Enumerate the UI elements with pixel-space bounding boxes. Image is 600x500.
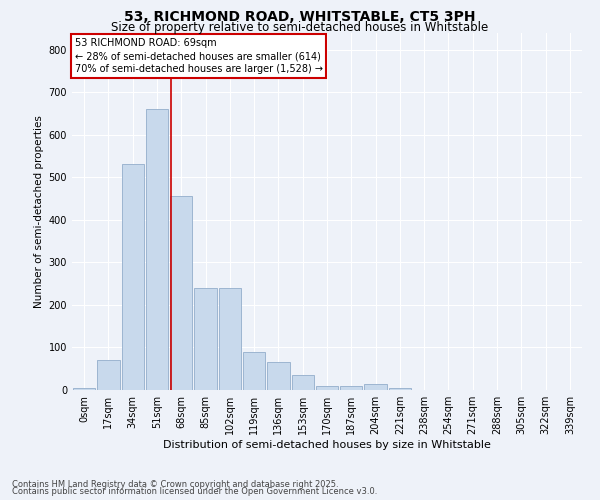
Bar xyxy=(316,386,338,390)
Bar xyxy=(389,388,411,390)
Text: Contains public sector information licensed under the Open Government Licence v3: Contains public sector information licen… xyxy=(12,487,377,496)
Bar xyxy=(73,388,95,390)
Y-axis label: Number of semi-detached properties: Number of semi-detached properties xyxy=(34,115,44,308)
Bar xyxy=(218,288,241,390)
Text: Contains HM Land Registry data © Crown copyright and database right 2025.: Contains HM Land Registry data © Crown c… xyxy=(12,480,338,489)
Text: Size of property relative to semi-detached houses in Whitstable: Size of property relative to semi-detach… xyxy=(112,21,488,34)
Bar xyxy=(292,375,314,390)
Bar xyxy=(340,386,362,390)
Bar xyxy=(194,288,217,390)
Bar xyxy=(170,196,193,390)
Bar xyxy=(267,362,290,390)
Text: 53, RICHMOND ROAD, WHITSTABLE, CT5 3PH: 53, RICHMOND ROAD, WHITSTABLE, CT5 3PH xyxy=(124,10,476,24)
X-axis label: Distribution of semi-detached houses by size in Whitstable: Distribution of semi-detached houses by … xyxy=(163,440,491,450)
Bar xyxy=(122,164,144,390)
Bar xyxy=(243,352,265,390)
Bar xyxy=(364,384,387,390)
Bar xyxy=(97,360,119,390)
Text: 53 RICHMOND ROAD: 69sqm
← 28% of semi-detached houses are smaller (614)
70% of s: 53 RICHMOND ROAD: 69sqm ← 28% of semi-de… xyxy=(74,38,323,74)
Bar xyxy=(146,109,168,390)
